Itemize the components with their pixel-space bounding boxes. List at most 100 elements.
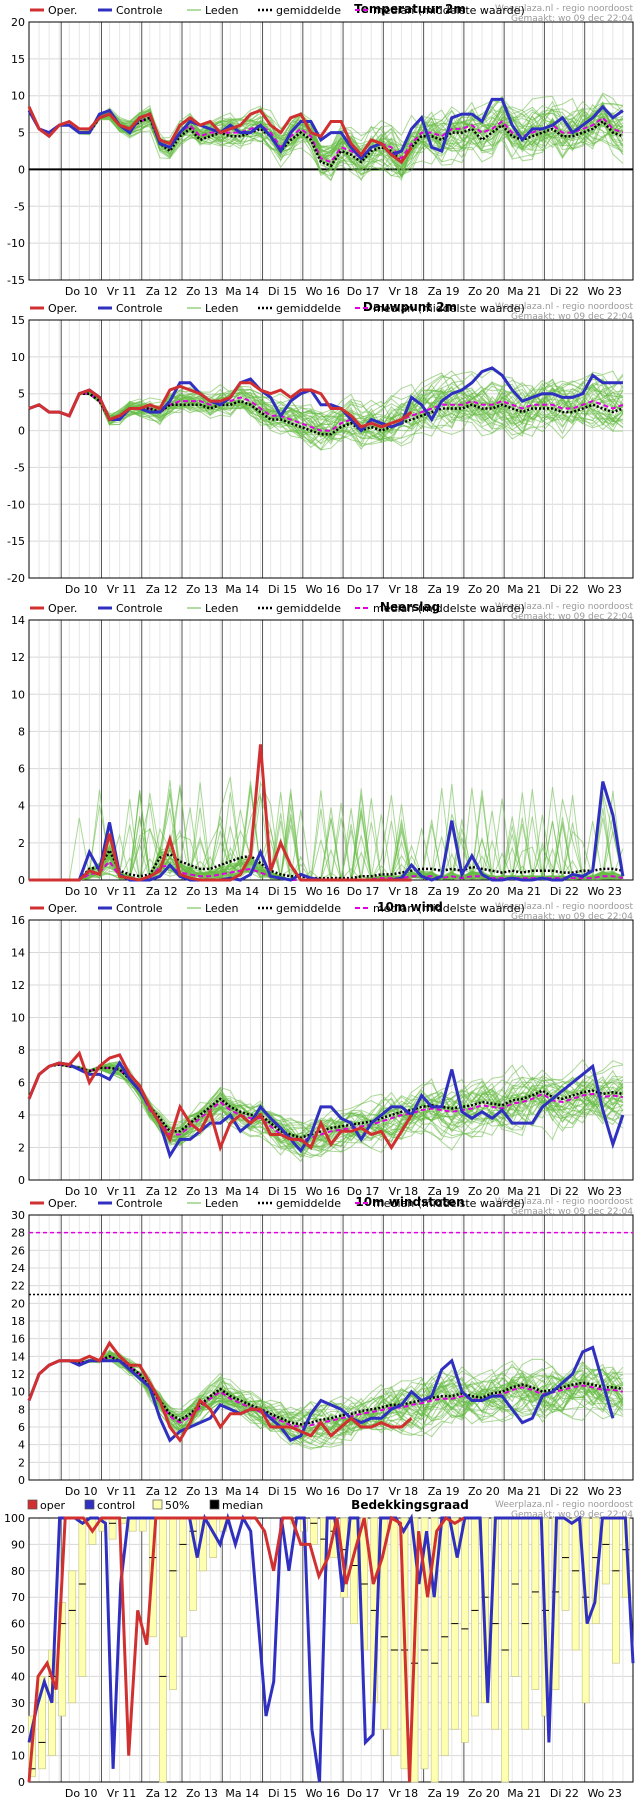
plot-frame: [28, 1214, 634, 1481]
y-tick-label: 6: [18, 1421, 25, 1434]
chart-title: Dauwpunt 2m: [363, 300, 457, 314]
legend-label-oper: Oper.: [48, 902, 77, 915]
x-tick-label: Ma 21: [507, 885, 541, 898]
y-tick-label: 60: [11, 1618, 25, 1631]
chart-panel-2: -20 -15 -10 -5 0 5 10 15 Do 10 Vr 11 Za 12 Zo 13 Ma …: [7, 300, 634, 596]
legend-label-gemiddelde: gemiddelde: [276, 602, 341, 615]
x-tick-label: Vr 18: [389, 1185, 419, 1198]
x-tick-label: Di 22: [550, 285, 579, 298]
p50-bar: [138, 1517, 147, 1532]
y-tick-label: 20: [11, 1297, 25, 1310]
y-tick-label: 10: [11, 1386, 25, 1399]
x-tick-label: Vr 11: [107, 285, 137, 298]
x-tick-label: Zo 20: [468, 583, 500, 596]
x-tick-label: Vr 18: [389, 583, 419, 596]
x-tick-label: Do 17: [347, 1185, 380, 1198]
controle-line: [27, 1345, 615, 1443]
made-label: Gemaakt: wo 09 dec 22:04: [511, 1207, 633, 1217]
x-tick-label: Do 17: [347, 285, 380, 298]
x-tick-label: Ma 14: [225, 885, 259, 898]
y-tick-label: 20: [11, 16, 25, 29]
x-tick-label: Wo 16: [306, 885, 340, 898]
x-tick-label: Wo 16: [306, 1185, 340, 1198]
x-tick-label: Zo 20: [468, 885, 500, 898]
legend-label-leden: Leden: [205, 302, 238, 315]
legend-label-gemiddelde: gemiddelde: [276, 902, 341, 915]
p50-bar: [561, 1517, 570, 1611]
legend-label-control: control: [97, 1499, 135, 1512]
x-tick-label: Za 12: [146, 1185, 178, 1198]
x-tick-label: Do 17: [347, 1787, 380, 1800]
x-tick-label: Zo 20: [468, 285, 500, 298]
legend-swatch-median: [209, 1499, 220, 1510]
chart-title: 10m windstoten: [355, 1195, 464, 1209]
y-tick-label: 90: [11, 1538, 25, 1551]
y-tick-label: 10: [11, 1750, 25, 1763]
ensemble-member-line: [28, 105, 624, 182]
x-tick-label: Za 12: [146, 285, 178, 298]
x-tick-label: Di 22: [550, 1485, 579, 1498]
oper-line: [27, 1050, 413, 1153]
y-tick-label: -10: [7, 498, 25, 511]
y-tick-label: 16: [11, 1333, 25, 1346]
legend-label-gemiddelde: gemiddelde: [276, 1197, 341, 1210]
chart-title: Bedekkingsgraad: [351, 1498, 469, 1512]
legend-label-median: median (middelste waarde): [373, 302, 525, 315]
legend-label-controle: Controle: [116, 4, 163, 17]
source-label: Weerplaza.nl - regio noordoost: [495, 1197, 633, 1207]
x-tick-label: Di 15: [268, 1485, 297, 1498]
p50-bar: [420, 1517, 429, 1770]
y-tick-label: 50: [11, 1644, 25, 1657]
x-tick-label: Za 19: [428, 583, 460, 596]
ensemble-member-line: [28, 105, 624, 163]
p50-bar: [471, 1517, 479, 1717]
y-tick-label: 2: [18, 1456, 25, 1469]
y-tick-label: 18: [11, 1315, 25, 1328]
y-tick-label: 100: [4, 1512, 25, 1525]
legend-label-gemiddelde: gemiddelde: [276, 4, 341, 17]
x-tick-label: Zo 13: [186, 1185, 218, 1198]
source-label: Weerplaza.nl - regio noordoost: [495, 902, 633, 912]
y-tick-label: 28: [11, 1227, 25, 1240]
p50-bar: [601, 1517, 610, 1585]
x-tick-label: Za 19: [428, 885, 460, 898]
x-tick-label: Do 10: [65, 285, 98, 298]
x-tick-label: Zo 13: [186, 885, 218, 898]
x-tick-label: Wo 23: [587, 1485, 621, 1498]
plot-frame: [28, 319, 634, 579]
y-tick-label: 10: [11, 1012, 25, 1025]
y-tick-label: 0: [18, 1474, 25, 1487]
legend-label-oper: Oper.: [48, 4, 77, 17]
y-tick-label: 4: [18, 800, 25, 813]
y-tick-label: 70: [11, 1591, 25, 1604]
y-tick-label: 8: [18, 1044, 25, 1057]
p50-bar: [78, 1517, 87, 1677]
x-tick-label: Ma 21: [507, 1185, 541, 1198]
x-tick-label: Ma 21: [507, 583, 541, 596]
legend-swatch-oper: [27, 1499, 38, 1510]
legend-label-gemiddelde: gemiddelde: [276, 302, 341, 315]
x-tick-label: Zo 13: [186, 1787, 218, 1800]
x-tick-label: Wo 16: [306, 1485, 340, 1498]
p50-bar: [68, 1570, 77, 1704]
y-tick-label: 12: [11, 651, 25, 664]
p50-bar: [158, 1517, 167, 1783]
x-tick-label: Wo 16: [306, 583, 340, 596]
p50-bar: [531, 1517, 540, 1690]
y-tick-label: 0: [18, 163, 25, 176]
legend-label-oper: Oper.: [48, 602, 77, 615]
plot-frame: [28, 21, 634, 281]
y-tick-label: 5: [18, 388, 25, 401]
chart-panel-6: 0 10 20 30 40 50 60 70 80 90 100 Do 10 Vr 11 Za 12 Zo …: [4, 1498, 635, 1800]
y-tick-label: 15: [11, 314, 25, 327]
y-tick-label: 0: [18, 1174, 25, 1187]
y-tick-label: -15: [7, 535, 25, 548]
ensemble-member-line: [28, 372, 624, 440]
y-tick-label: 14: [11, 1350, 25, 1363]
x-tick-label: Ma 14: [225, 1787, 259, 1800]
x-tick-label: Za 12: [146, 583, 178, 596]
p50-bar: [340, 1517, 348, 1598]
y-tick-label: 10: [11, 90, 25, 103]
x-tick-label: Di 15: [268, 583, 297, 596]
y-tick-label: 10: [11, 351, 25, 364]
